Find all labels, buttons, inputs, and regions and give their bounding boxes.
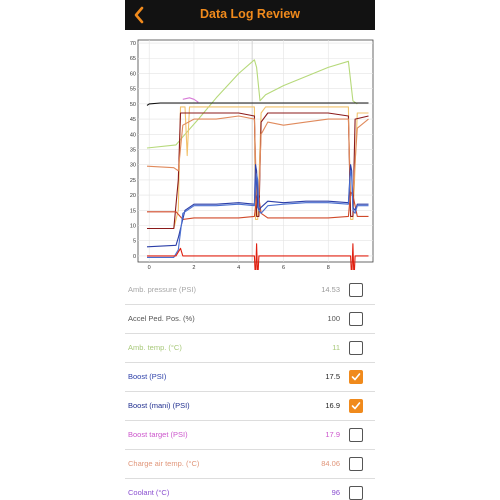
channel-row[interactable]: Charge air temp. (°C) 84.06 xyxy=(125,450,375,479)
y-tick-label: 30 xyxy=(130,163,136,169)
checkmark-icon xyxy=(351,402,361,410)
y-tick-label: 70 xyxy=(130,41,136,47)
series-line-4 xyxy=(147,112,369,230)
channel-checkbox[interactable] xyxy=(349,457,363,471)
channel-value: 96 xyxy=(331,488,340,497)
data-log-screen: Data Log Review 0 5 10 15 20 25 30 35 40 45 50 55 60… xyxy=(125,0,375,500)
x-tick-label: 0 xyxy=(148,265,151,270)
channel-checkbox[interactable] xyxy=(349,312,363,326)
channel-checkbox[interactable] xyxy=(349,399,363,413)
channel-checkbox[interactable] xyxy=(349,428,363,442)
channel-label: Charge air temp. (°C) xyxy=(128,459,200,468)
page-title: Data Log Review xyxy=(199,7,301,21)
channel-value: 11 xyxy=(332,343,340,352)
channel-value: 84.06 xyxy=(321,459,340,468)
series-line-2 xyxy=(182,97,199,103)
channel-list: Amb. pressure (PSI) 14.53 Accel Ped. Pos. … xyxy=(125,276,375,500)
y-tick-label: 0 xyxy=(133,254,136,260)
channel-value: 14.53 xyxy=(321,285,340,294)
y-tick-label: 15 xyxy=(130,208,136,214)
x-tick-label: 2 xyxy=(192,265,195,270)
y-tick-label: 40 xyxy=(130,132,136,138)
channel-label: Boost target (PSI) xyxy=(128,430,188,439)
y-tick-label: 25 xyxy=(130,178,136,184)
y-tick-label: 65 xyxy=(130,56,136,62)
y-tick-label: 10 xyxy=(130,224,136,230)
chart-svg: 0 5 10 15 20 25 30 35 40 45 50 55 60 65 70 0 2 4 6 8 xyxy=(130,39,374,270)
x-tick-label: 6 xyxy=(282,265,285,270)
channel-value: 100 xyxy=(327,314,340,323)
channel-row[interactable]: Accel Ped. Pos. (%) 100 xyxy=(125,305,375,334)
channel-value: 17.9 xyxy=(325,430,340,439)
channel-checkbox[interactable] xyxy=(349,486,363,500)
channel-checkbox[interactable] xyxy=(349,283,363,297)
channel-row[interactable]: Boost (mani) (PSI) 16.9 xyxy=(125,392,375,421)
channel-value: 16.9 xyxy=(325,401,340,410)
y-tick-label: 20 xyxy=(130,193,136,199)
channel-label: Amb. pressure (PSI) xyxy=(128,285,196,294)
y-tick-label: 5 xyxy=(133,239,136,245)
channel-label: Boost (PSI) xyxy=(128,372,167,381)
y-tick-label: 50 xyxy=(130,102,136,108)
data-log-chart[interactable]: 0 5 10 15 20 25 30 35 40 45 50 55 60 65 70 0 2 4 6 8 xyxy=(125,30,375,270)
app-header: Data Log Review xyxy=(125,0,375,30)
channel-row[interactable]: Coolant (°C) 96 xyxy=(125,479,375,500)
channel-checkbox[interactable] xyxy=(349,341,363,355)
channel-row[interactable]: Amb. temp. (°C) 11 xyxy=(125,334,375,363)
series-line-1 xyxy=(146,102,369,106)
channel-label: Boost (mani) (PSI) xyxy=(128,401,190,410)
channel-row[interactable]: Boost target (PSI) 17.9 xyxy=(125,421,375,450)
series-line-0 xyxy=(146,59,358,149)
channel-checkbox[interactable] xyxy=(349,370,363,384)
y-tick-label: 60 xyxy=(130,71,136,77)
y-tick-label: 55 xyxy=(130,87,136,93)
channel-row[interactable]: Boost (PSI) 17.5 xyxy=(125,363,375,392)
x-tick-label: 4 xyxy=(237,265,240,270)
back-button[interactable] xyxy=(129,4,151,26)
channel-label: Coolant (°C) xyxy=(128,488,170,497)
series-line-8 xyxy=(147,170,369,258)
chevron-left-icon xyxy=(134,6,144,24)
checkmark-icon xyxy=(351,373,361,381)
channel-label: Accel Ped. Pos. (%) xyxy=(128,314,195,323)
series-line-9 xyxy=(147,243,369,270)
channel-label: Amb. temp. (°C) xyxy=(128,343,182,352)
y-tick-label: 45 xyxy=(130,117,136,123)
y-tick-label: 35 xyxy=(130,147,136,153)
channel-value: 17.5 xyxy=(325,372,340,381)
channel-row[interactable]: Amb. pressure (PSI) 14.53 xyxy=(125,276,375,305)
x-tick-label: 8 xyxy=(327,265,330,270)
